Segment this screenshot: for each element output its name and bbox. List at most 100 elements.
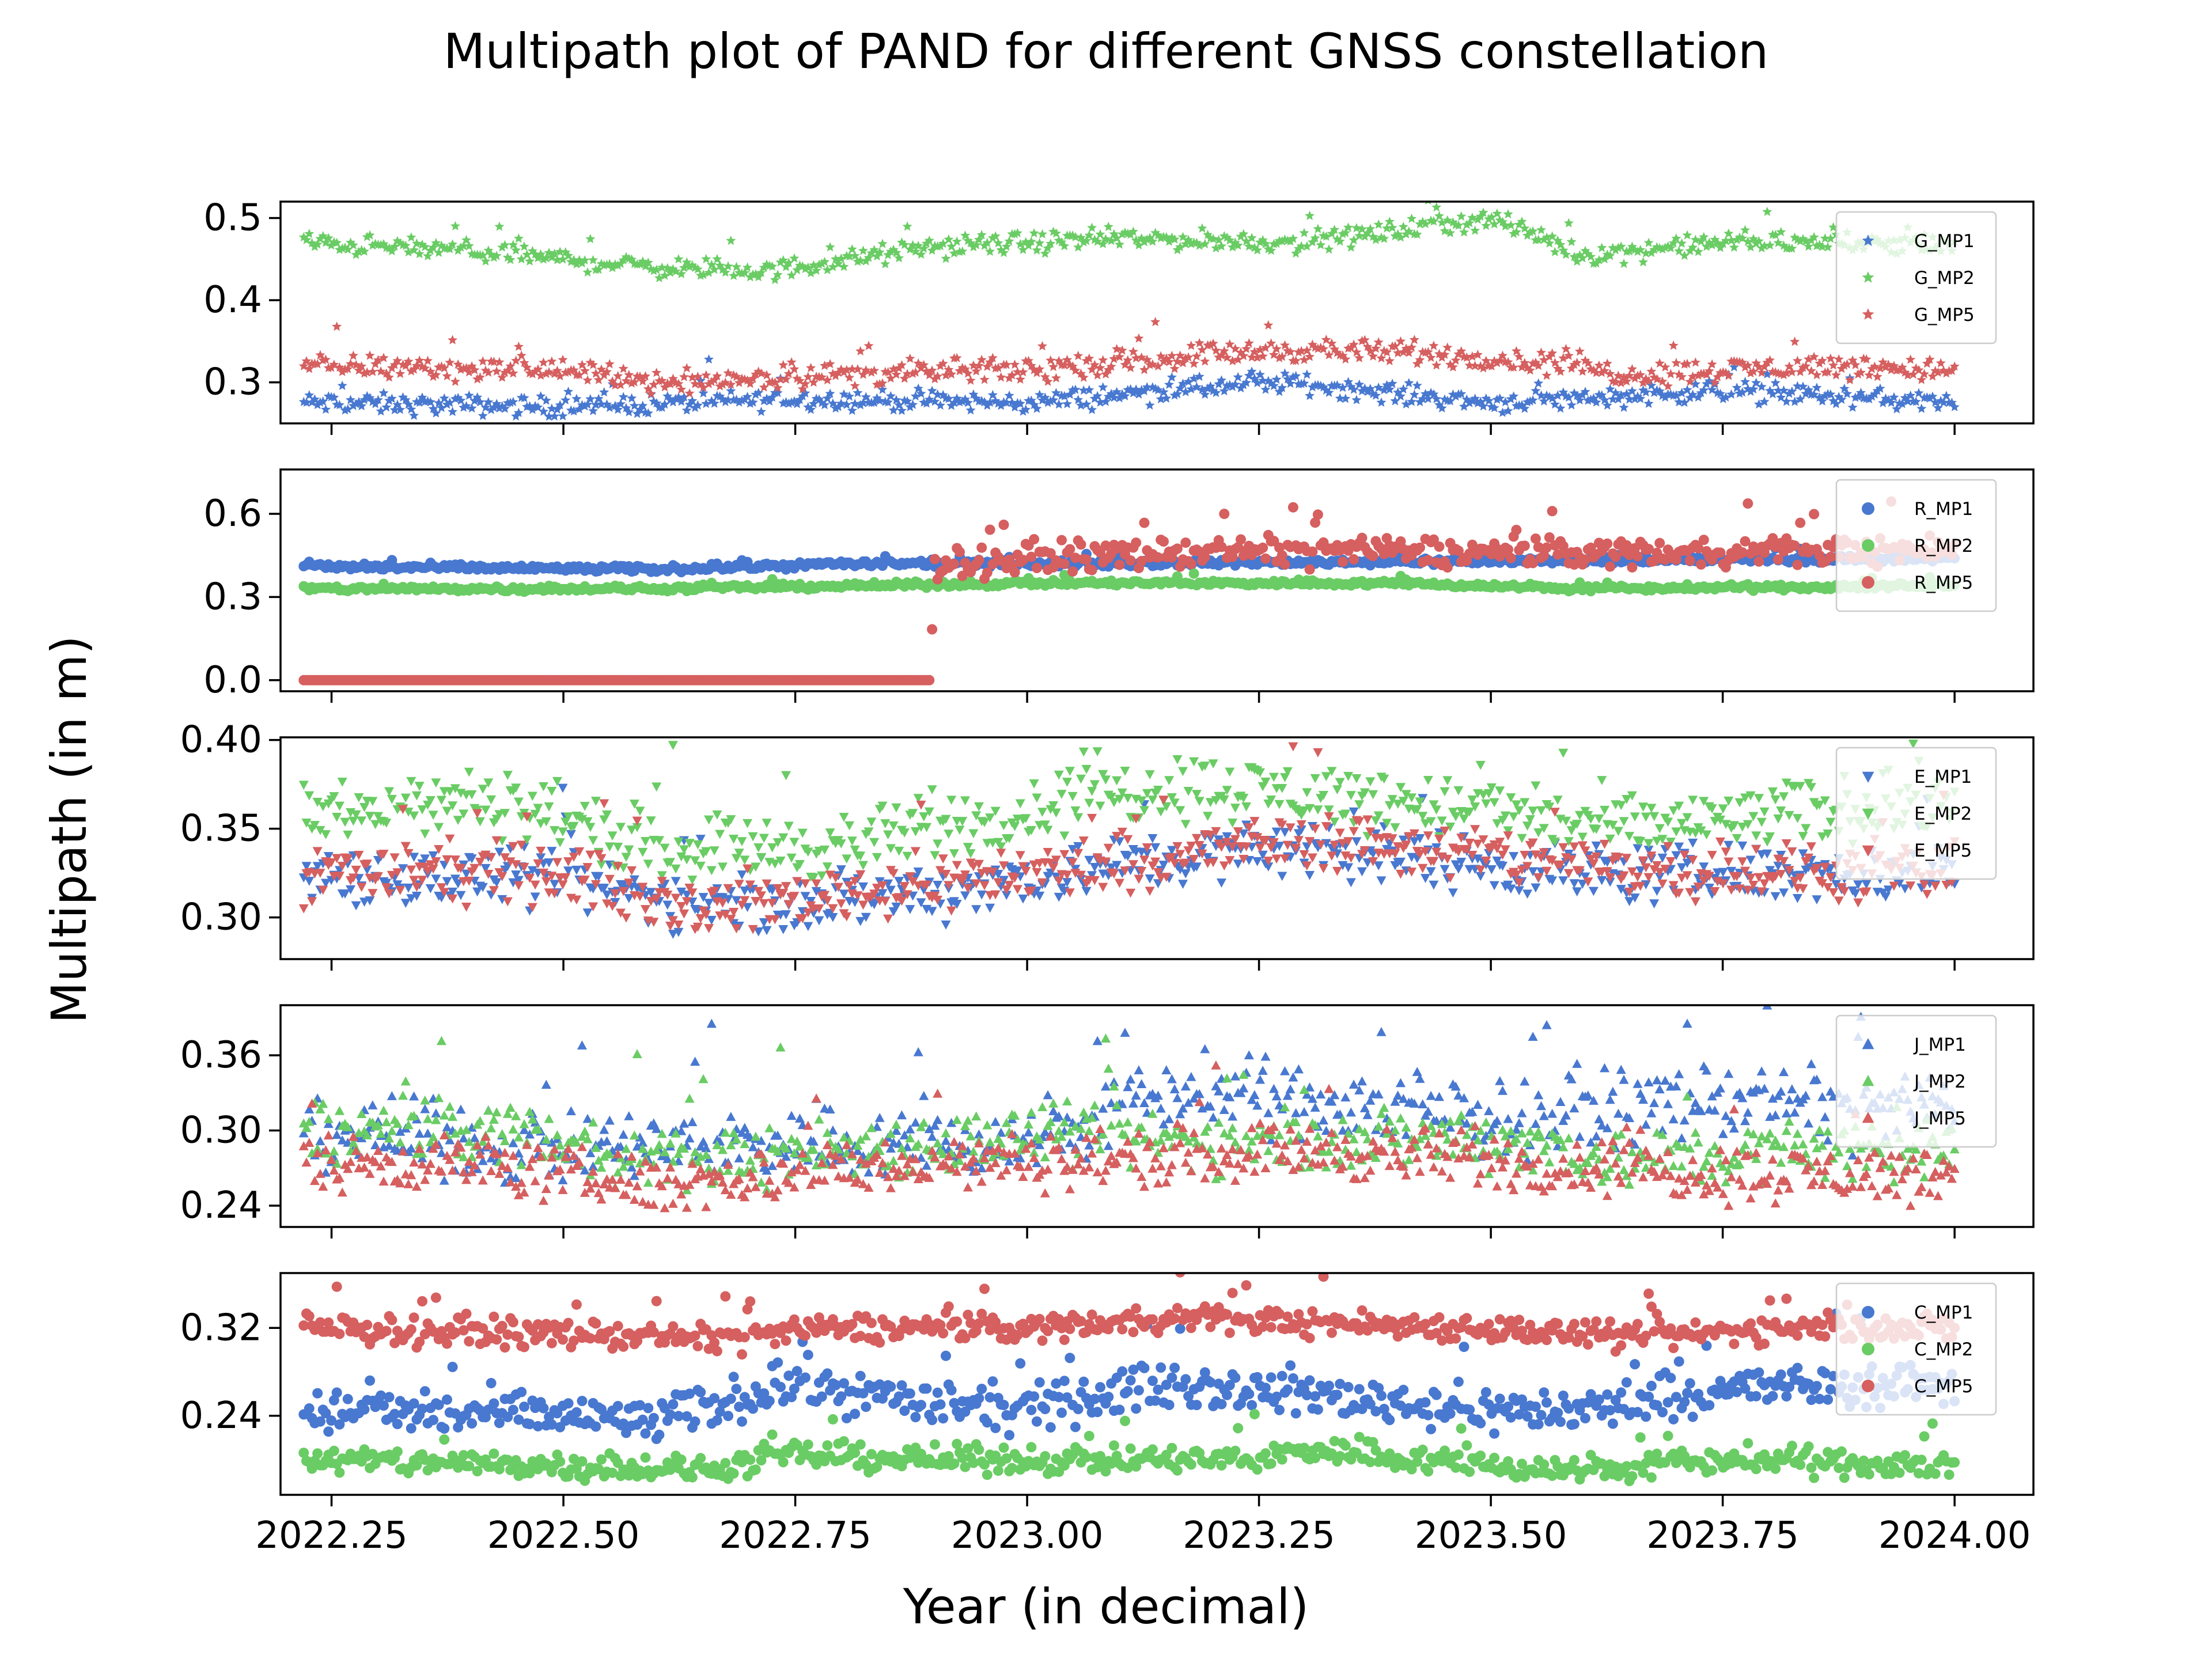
data-point: [753, 388, 764, 397]
data-point: [1376, 397, 1387, 407]
data-point: [1373, 861, 1384, 871]
data-point: [968, 242, 979, 252]
data-point: [1048, 801, 1059, 810]
data-point: [1470, 225, 1480, 235]
data-point: [442, 371, 452, 381]
data-point: [1795, 394, 1805, 404]
data-point: [1244, 856, 1254, 865]
data-point: [1721, 392, 1731, 402]
data-point: [1478, 401, 1488, 411]
data-point: [1464, 807, 1475, 817]
data-point: [1087, 871, 1097, 881]
data-point: [459, 241, 469, 251]
data-point: [445, 787, 455, 797]
data-point: [1299, 354, 1309, 365]
data-point: [814, 259, 824, 269]
data-point: [1495, 786, 1505, 796]
data-point: [968, 829, 979, 839]
data-point: [1605, 251, 1615, 260]
data-point: [1497, 350, 1508, 360]
data-point: [1748, 812, 1759, 821]
y-tick-label: 0.6: [203, 493, 262, 535]
data-point: [1351, 223, 1362, 233]
data-point: [1781, 396, 1791, 406]
data-point: [359, 246, 370, 256]
data-point: [627, 393, 637, 403]
data-point: [652, 264, 662, 274]
data-point: [803, 847, 813, 857]
data-point: [1114, 351, 1124, 361]
data-point: [1277, 236, 1287, 246]
data-point: [1919, 369, 1930, 378]
data-point: [1702, 378, 1712, 388]
data-point: [905, 402, 915, 411]
data-point: [1908, 369, 1918, 379]
data-point: [756, 368, 766, 378]
data-point: [745, 378, 755, 388]
data-point: [1046, 355, 1056, 365]
data-point: [1514, 351, 1524, 361]
data-point: [1850, 889, 1861, 899]
data-point: [1189, 757, 1199, 767]
data-point: [1169, 798, 1180, 808]
data-point: [1310, 517, 1321, 528]
data-point: [599, 370, 609, 380]
data-point: [1266, 795, 1277, 805]
data-point: [478, 785, 488, 794]
data-point: [516, 254, 527, 264]
data-point: [1916, 374, 1927, 384]
data-point: [803, 372, 813, 381]
data-point: [1078, 747, 1089, 757]
data-point: [1470, 802, 1480, 812]
series-r-mp2: [298, 568, 1960, 597]
data-point: [855, 346, 866, 355]
data-point: [927, 785, 937, 794]
data-point: [467, 790, 477, 800]
data-point: [1263, 320, 1274, 330]
data-point: [318, 396, 328, 406]
data-point: [1065, 767, 1075, 776]
data-point: [704, 378, 714, 388]
data-point: [1563, 392, 1574, 402]
data-point: [480, 863, 491, 873]
data-point: [924, 675, 935, 685]
data-point: [574, 847, 585, 857]
data-point: [910, 367, 921, 377]
data-point: [662, 900, 673, 910]
data-point: [723, 895, 733, 904]
data-point: [894, 363, 904, 373]
data-point: [1247, 366, 1257, 376]
data-point: [442, 877, 452, 887]
data-point: [1525, 365, 1535, 375]
data-point: [1293, 347, 1304, 357]
data-point: [445, 834, 455, 844]
data-point: [618, 255, 628, 265]
data-point: [751, 389, 761, 399]
data-point: [1089, 780, 1100, 790]
data-point: [1635, 393, 1646, 403]
data-point: [1147, 796, 1158, 805]
data-point: [1332, 785, 1342, 795]
data-point: [384, 787, 395, 797]
data-point: [1156, 233, 1166, 243]
data-point: [475, 817, 486, 827]
data-point: [924, 370, 934, 380]
data-point: [1059, 831, 1070, 841]
data-point: [1941, 368, 1952, 378]
data-point: [1225, 339, 1235, 349]
data-point: [1613, 370, 1623, 380]
data-point: [1177, 880, 1188, 889]
data-point: [1663, 817, 1673, 827]
data-point: [985, 246, 995, 256]
data-point: [1622, 389, 1632, 399]
data-point: [1327, 767, 1337, 777]
data-point: [1291, 355, 1301, 365]
data-point: [1450, 391, 1461, 401]
data-point: [1445, 396, 1456, 406]
data-point: [1718, 868, 1728, 877]
data-point: [1577, 366, 1588, 376]
data-point: [905, 353, 915, 363]
data-point: [1012, 228, 1022, 238]
